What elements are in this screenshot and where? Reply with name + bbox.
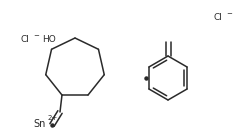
Text: Sn: Sn <box>33 119 45 129</box>
Text: 2+: 2+ <box>48 115 58 121</box>
Text: −: − <box>33 33 39 39</box>
Text: Cl: Cl <box>20 35 29 44</box>
Text: −: − <box>226 11 232 17</box>
Text: HO: HO <box>42 35 56 44</box>
Text: Cl: Cl <box>213 14 222 22</box>
